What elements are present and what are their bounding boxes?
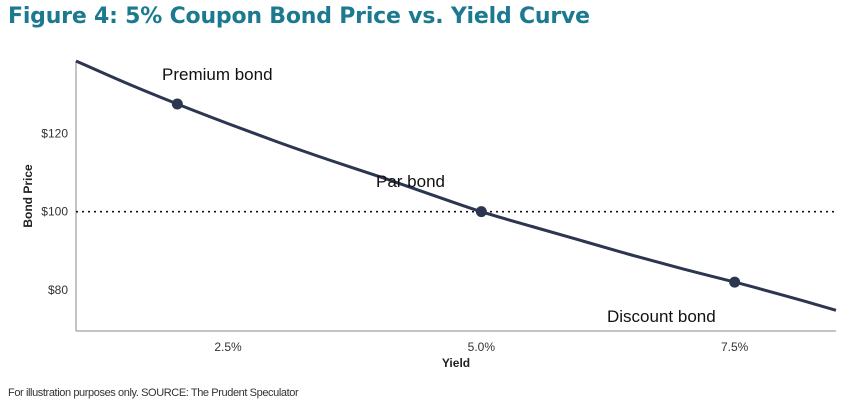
discount-bond-label: Discount bond [607, 307, 716, 326]
y-tick-label: $120 [41, 126, 68, 140]
y-tick-label: $80 [48, 283, 68, 297]
x-axis-title: Yield [442, 356, 470, 370]
source-footnote: For illustration purposes only. SOURCE: … [8, 387, 299, 399]
price-yield-curve [75, 59, 837, 312]
par-bond-point [475, 206, 487, 218]
premium-bond-label: Premium bond [162, 65, 273, 84]
premium-bond-point [171, 98, 183, 110]
y-axis-title: Bond Price [21, 164, 35, 228]
discount-bond-point [729, 276, 741, 288]
par-bond-label: Par bond [376, 172, 445, 191]
y-tick-label: $100 [41, 205, 68, 219]
x-tick-label: 5.0% [468, 340, 496, 354]
chart-title: Figure 4: 5% Coupon Bond Price vs. Yield… [8, 4, 590, 29]
x-tick-label: 7.5% [721, 340, 749, 354]
x-tick-label: 2.5% [214, 340, 242, 354]
